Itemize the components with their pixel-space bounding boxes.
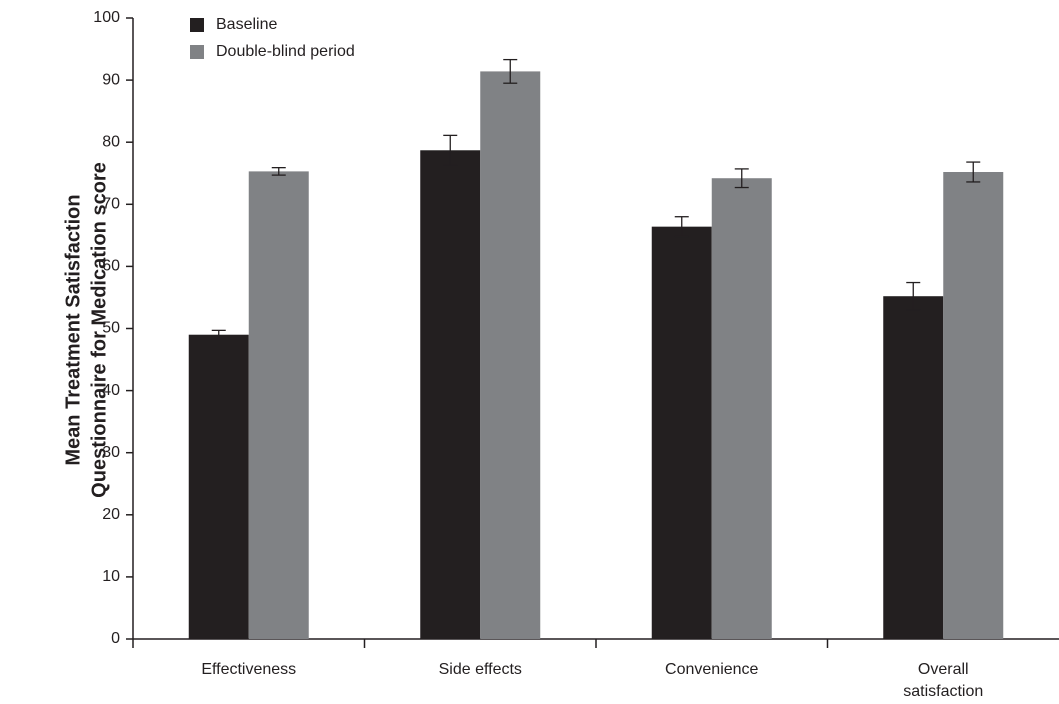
bar: [188, 334, 249, 639]
y-tick-label: 90: [102, 71, 120, 88]
y-axis-label: Mean Treatment Satisfaction: [62, 194, 84, 465]
bar: [420, 150, 481, 639]
bar: [883, 296, 944, 639]
y-tick-label: 60: [102, 258, 120, 275]
y-tick-label: 50: [102, 320, 120, 337]
y-tick-label: 30: [102, 444, 120, 461]
x-tick-label: Side effects: [438, 661, 522, 678]
bar: [651, 226, 712, 639]
bar: [480, 71, 541, 639]
y-axis-label: Questionnaire for Medication score: [88, 162, 110, 498]
legend-swatch: [190, 45, 204, 59]
y-tick-label: 70: [102, 196, 120, 213]
bar: [943, 172, 1004, 639]
y-tick-label: 0: [111, 630, 120, 647]
x-tick-label: Convenience: [665, 661, 759, 678]
bar: [711, 178, 772, 639]
y-tick-label: 40: [102, 382, 120, 399]
y-tick-label: 80: [102, 133, 120, 150]
bar: [248, 171, 309, 639]
x-tick-label: Overall satisfaction: [903, 661, 984, 700]
y-tick-label: 20: [102, 506, 120, 523]
x-tick-label: Effectiveness: [201, 661, 297, 678]
y-tick-label: 100: [93, 9, 120, 26]
legend-label: Double-blind period: [216, 43, 355, 60]
legend-label: Baseline: [216, 16, 277, 33]
legend-swatch: [190, 18, 204, 32]
y-tick-label: 10: [102, 568, 120, 585]
